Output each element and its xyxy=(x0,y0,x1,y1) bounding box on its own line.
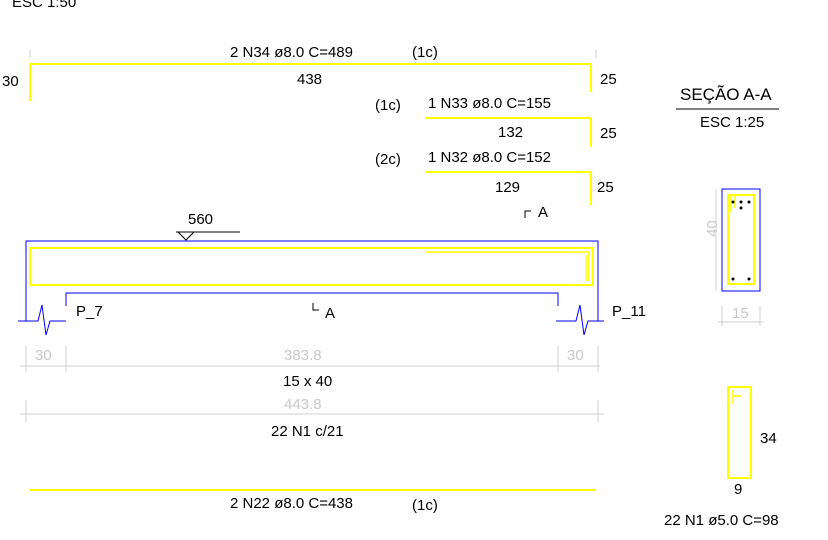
section-a-a: SEÇÃO A-A ESC 1:25 40 15 xyxy=(676,85,779,326)
dim-right-support: 30 xyxy=(567,347,584,364)
section-bar-top-right xyxy=(747,200,751,204)
bar-n32-shape xyxy=(425,171,592,205)
dim-span: 383.8 xyxy=(284,347,322,364)
section-bar-bottom-right xyxy=(747,277,751,281)
dim-stirrups: 22 N1 c/21 xyxy=(271,423,344,440)
support-left-label: P_7 xyxy=(76,303,103,320)
bar-n22: 2 N22 ø8.0 C=438 (1c) xyxy=(30,489,596,514)
bar-n33-hook: 25 xyxy=(600,125,617,142)
stirrup-detail: 34 9 22 N1 ø5.0 C=98 xyxy=(664,386,779,529)
section-cut-bottom-label: A xyxy=(325,305,335,322)
bar-n33-layer: (1c) xyxy=(375,97,401,114)
section-title: SEÇÃO A-A xyxy=(680,85,772,104)
section-bar-top-left xyxy=(731,200,735,204)
section-width: 15 xyxy=(732,305,749,322)
bar-n32: (2c) 1 N32 ø8.0 C=152 129 25 xyxy=(375,149,614,205)
bar-n32-label: 1 N32 ø8.0 C=152 xyxy=(428,149,551,166)
dim-total: 443.8 xyxy=(284,396,322,413)
bar-n33-label: 1 N33 ø8.0 C=155 xyxy=(428,95,551,112)
dim-left-support: 30 xyxy=(35,347,52,364)
support-right-label: P_11 xyxy=(612,303,646,320)
bar-n32-layer: (2c) xyxy=(375,151,401,168)
bar-n22-layer: (1c) xyxy=(412,497,438,514)
bar-n34: 2 N34 ø8.0 C=489 (1c) 438 30 25 xyxy=(2,44,617,101)
bar-n33-length: 132 xyxy=(498,124,523,141)
bar-n32-hook: 25 xyxy=(597,179,614,196)
support-left-icon xyxy=(18,304,66,336)
header-scale-label: ESC 1:50 xyxy=(12,0,76,11)
dim-section-size: 15 x 40 xyxy=(283,373,332,390)
section-stirrup xyxy=(727,194,755,285)
section-scale: ESC 1:25 xyxy=(700,114,764,131)
stirrup-label: 22 N1 ø5.0 C=98 xyxy=(664,512,779,529)
section-bar-bottom-left xyxy=(731,277,735,281)
section-cut-top-label: A xyxy=(538,204,548,221)
bar-n34-shape xyxy=(29,63,592,101)
section-cut-bottom-icon xyxy=(312,303,319,311)
bar-n34-label: 2 N34 ø8.0 C=489 xyxy=(230,44,353,61)
level-value: 560 xyxy=(188,211,213,228)
stirrup-height: 34 xyxy=(760,430,777,447)
beam-rebar-cage xyxy=(29,247,594,286)
stirrup-shape xyxy=(727,386,752,479)
bar-n34-hook-left: 30 xyxy=(2,73,19,90)
section-cut-top-icon xyxy=(524,210,531,218)
section-bar-top-2nd xyxy=(739,206,743,210)
bar-n33: (1c) 1 N33 ø8.0 C=155 132 25 xyxy=(375,95,617,147)
beam-elevation: 560 A P_7 P_11 A xyxy=(18,204,646,336)
bar-n32-length: 129 xyxy=(495,179,520,196)
beam-bottom-outline xyxy=(65,292,559,306)
stirrup-width: 9 xyxy=(734,481,742,498)
section-height: 40 xyxy=(704,220,721,237)
level-marker-icon xyxy=(176,231,196,241)
bar-n34-layer: (1c) xyxy=(412,44,438,61)
support-right-icon xyxy=(556,304,604,336)
bar-n22-label: 2 N22 ø8.0 C=438 xyxy=(230,495,353,512)
beam-outline xyxy=(25,240,599,321)
bar-n34-hook-right: 25 xyxy=(600,71,617,88)
dimension-lines: 30 383.8 30 15 x 40 443.8 22 N1 c/21 xyxy=(20,346,604,440)
bar-n33-shape xyxy=(425,117,592,147)
section-concrete-outline xyxy=(721,188,761,292)
section-bar-top-mid xyxy=(739,200,743,204)
bar-n34-length: 438 xyxy=(297,71,322,88)
